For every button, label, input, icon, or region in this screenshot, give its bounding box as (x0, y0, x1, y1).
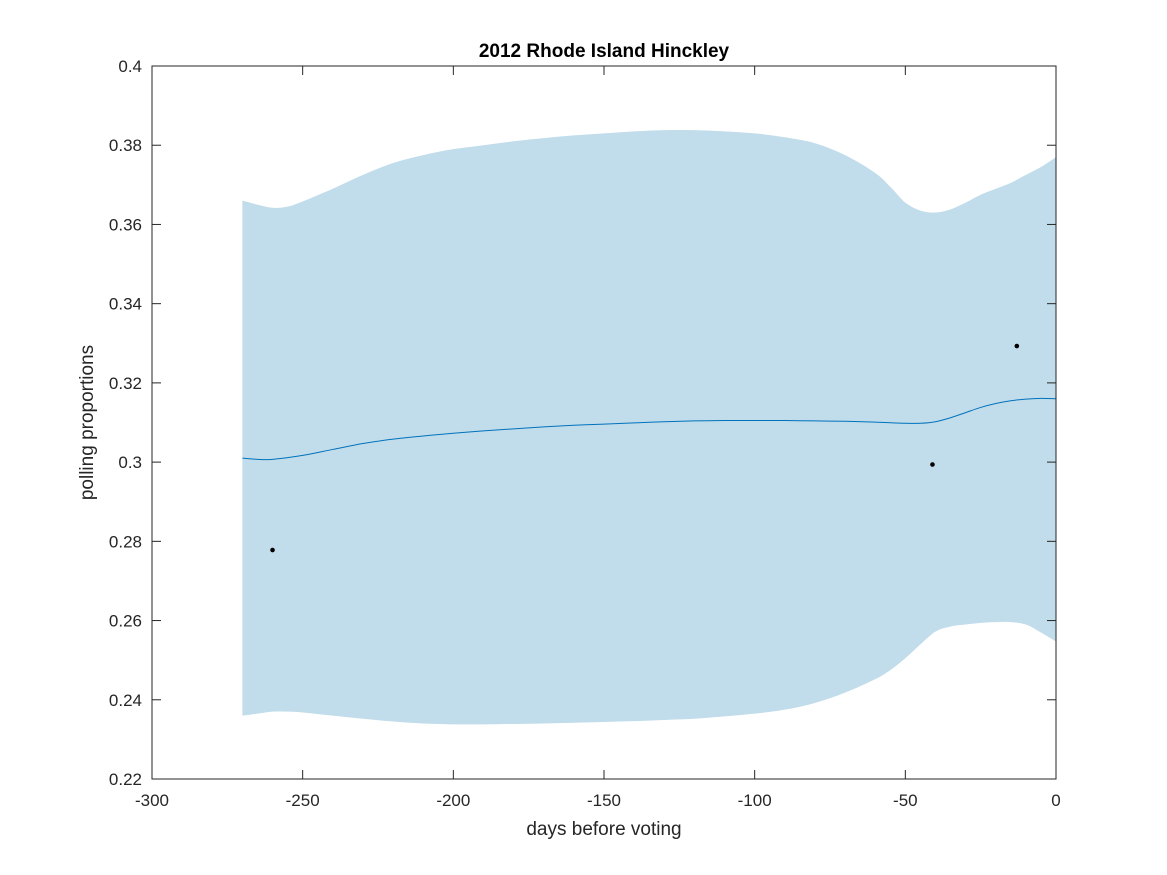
mean-line (242, 397, 1057, 461)
poll-point (930, 462, 935, 467)
poll-point (1014, 343, 1020, 349)
y-tick-label: 0.36 (109, 215, 142, 234)
x-tick-label: -300 (135, 791, 169, 810)
poll-point (270, 547, 275, 553)
y-axis-label: polling proportions (77, 345, 98, 500)
y-tick-label: 0.32 (109, 374, 142, 393)
chart-title: 2012 Rhode Island Hinckley (479, 41, 730, 62)
confidence-band (242, 130, 1056, 725)
x-tick-label: -250 (286, 791, 320, 810)
x-tick-label: -100 (738, 791, 772, 810)
poll-points (270, 343, 1020, 553)
y-tick-label: 0.22 (109, 770, 142, 789)
y-tick-label: 0.26 (109, 612, 142, 631)
x-axis-label: days before voting (526, 819, 681, 840)
y-tick-label: 0.38 (109, 136, 142, 155)
x-tick-label: -200 (436, 791, 470, 810)
y-tick-label: 0.34 (109, 295, 142, 314)
x-tick-label: -50 (893, 791, 918, 810)
x-tick-label: 0 (1051, 791, 1060, 810)
axis-ticks: -300 -250 -200 -150 -100 -50 0 0.22 0.24 0.26 0.28… (109, 57, 1061, 810)
plot-area (242, 130, 1057, 725)
x-tick-label: -150 (587, 791, 621, 810)
y-tick-label: 0.4 (118, 57, 142, 76)
y-tick-label: 0.3 (118, 453, 142, 472)
y-tick-label: 0.28 (109, 532, 142, 551)
y-tick-label: 0.24 (109, 691, 142, 710)
